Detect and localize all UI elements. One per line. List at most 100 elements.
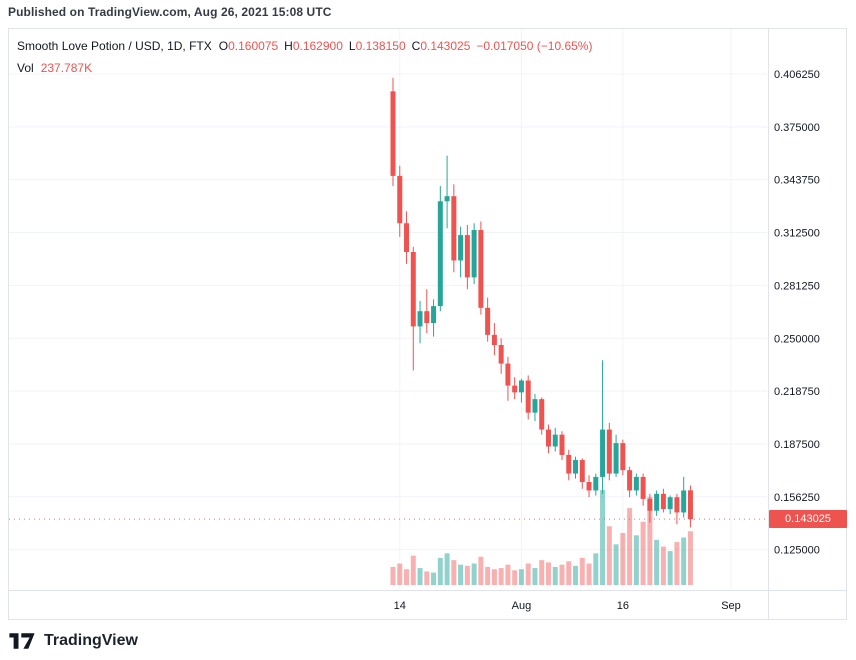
- volume-bar: [539, 560, 545, 585]
- candle-body: [491, 334, 497, 346]
- volume-bar: [512, 570, 518, 585]
- volume-bar: [390, 566, 396, 585]
- candle-body: [518, 380, 524, 393]
- y-tick-label: 0.156250: [774, 492, 820, 504]
- low-letter: L: [348, 39, 356, 53]
- volume-bar: [444, 553, 450, 585]
- y-tick-label: 0.187500: [774, 439, 820, 451]
- candle-body: [424, 311, 430, 324]
- symbol-title: Smooth Love Potion / USD, 1D, FTX: [17, 39, 212, 53]
- candle-body: [627, 470, 633, 491]
- volume-bar: [404, 569, 410, 585]
- candle-body: [600, 429, 606, 477]
- volume-bar: [498, 568, 504, 585]
- volume-bar: [586, 563, 592, 585]
- volume-label: Vol: [17, 61, 34, 75]
- tradingview-mark-icon: [9, 633, 35, 649]
- candle-body: [552, 434, 558, 447]
- x-tick-label: Aug: [512, 600, 532, 612]
- candle-body: [654, 493, 660, 511]
- volume-bar: [640, 521, 646, 585]
- volume-bar: [545, 562, 551, 585]
- candle-body: [633, 476, 639, 491]
- y-tick-label: 0.375000: [774, 122, 820, 134]
- candle-body: [606, 429, 612, 474]
- y-tick-label: 0.250000: [774, 333, 820, 345]
- chart-legend: Smooth Love Potion / USD, 1D, FTX O0.1600…: [17, 39, 592, 53]
- volume-bar: [471, 563, 477, 585]
- x-tick-label: Sep: [721, 600, 741, 612]
- candle-body: [640, 476, 646, 499]
- ohlc-high: H0.162900: [284, 39, 343, 53]
- y-tick-label: 0.281250: [774, 280, 820, 292]
- brand-text: TradingView: [44, 632, 138, 649]
- candle-body: [620, 443, 626, 471]
- volume-bar: [552, 566, 558, 585]
- volume-bar: [606, 526, 612, 585]
- candle-body: [674, 497, 680, 513]
- ohlc-low: L0.138150: [349, 39, 406, 53]
- candle-body: [687, 490, 693, 520]
- volume-bar: [600, 490, 606, 585]
- volume-bar: [660, 546, 666, 585]
- candle-body: [464, 235, 470, 278]
- close-letter: C: [411, 39, 421, 53]
- candle-body: [613, 443, 619, 474]
- candle-body: [586, 482, 592, 491]
- volume-bar: [647, 496, 653, 585]
- volume-bar: [525, 563, 531, 585]
- change-value: −0.017050 (−10.65%): [476, 39, 593, 53]
- last-price-label: 0.143025: [769, 510, 847, 529]
- volume-bar: [397, 563, 403, 585]
- volume-bar: [505, 564, 511, 585]
- volume-bar: [417, 568, 423, 585]
- close-value: 0.143025: [420, 39, 471, 53]
- ohlc-close: C0.143025: [412, 39, 471, 53]
- y-tick-label: 0.312500: [774, 228, 820, 240]
- candle-body: [451, 196, 457, 261]
- candle-body: [647, 498, 653, 511]
- candle-body: [593, 476, 599, 491]
- volume-bar: [566, 561, 572, 585]
- candle-body: [431, 306, 437, 324]
- candle-body: [512, 385, 518, 393]
- candle-body: [573, 460, 579, 474]
- volume-bar: [491, 569, 497, 585]
- volume-bar: [437, 557, 443, 585]
- candle-body: [444, 196, 450, 202]
- candle-body: [390, 91, 396, 176]
- volume-bar: [410, 555, 416, 585]
- candle-body: [410, 251, 416, 327]
- candle-body: [478, 230, 484, 308]
- low-value: 0.138150: [355, 39, 406, 53]
- volume-bar: [485, 566, 491, 585]
- volume-bar: [687, 531, 693, 585]
- candle-body: [667, 497, 673, 510]
- candle-body: [525, 380, 531, 413]
- volume-legend: Vol 237.787K: [17, 61, 92, 75]
- volume-bar: [654, 539, 660, 585]
- published-caption: Published on TradingView.com, Aug 26, 20…: [8, 5, 332, 19]
- volume-bar: [559, 564, 565, 585]
- y-tick-label: 0.406250: [774, 69, 820, 81]
- x-tick-label: 14: [394, 600, 406, 612]
- volume-bar: [478, 556, 484, 585]
- volume-bar: [532, 568, 538, 585]
- volume-bar: [674, 542, 680, 585]
- candle-body: [539, 399, 545, 430]
- candle-body: [498, 345, 504, 364]
- volume-bar: [424, 571, 430, 585]
- open-value: 0.160075: [228, 39, 279, 53]
- candle-body: [471, 230, 477, 278]
- volume-value: 237.787K: [40, 61, 93, 75]
- candle-body: [437, 201, 443, 307]
- volume-bar: [613, 544, 619, 585]
- high-letter: H: [284, 39, 293, 53]
- price-axis-separator: [768, 29, 769, 619]
- volume-bar: [431, 572, 437, 585]
- volume-bar: [451, 560, 457, 585]
- tradingview-logo[interactable]: TradingView: [8, 631, 138, 651]
- volume-bar: [518, 569, 524, 585]
